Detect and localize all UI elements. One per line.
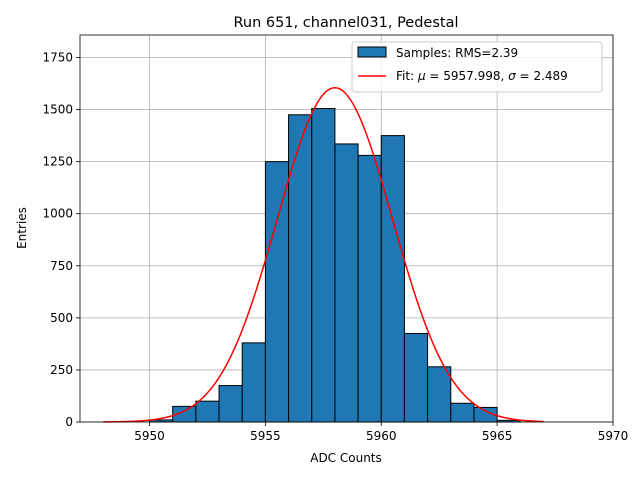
histogram-bars [149, 108, 521, 423]
x-tick-label: 5955 [250, 429, 281, 443]
histogram-bar [264, 161, 290, 423]
y-axis-label: Entries [15, 207, 29, 249]
y-tick-label: 250 [50, 363, 73, 377]
histogram-bar [311, 108, 336, 423]
legend-samples-label: Samples: RMS=2.39 [396, 46, 518, 60]
y-tick-label: 1500 [42, 103, 73, 117]
axes-frame [79, 34, 614, 423]
legend: Samples: RMS=2.39 Fit: μ = 5957.998, σ =… [351, 41, 603, 93]
histogram-bar [380, 135, 405, 423]
histogram-bar [334, 143, 359, 423]
y-tick-label: 750 [50, 259, 73, 273]
histogram-bar [357, 154, 382, 423]
histogram-bar [403, 332, 429, 423]
legend-fit-label: Fit: μ = 5957.998, σ = 2.489 [396, 69, 568, 83]
x-axis-ticks: 5950 5955 5960 5965 5970 [134, 422, 628, 443]
y-tick-label: 1000 [42, 207, 73, 221]
y-axis-ticks: 0 250 500 750 1000 1250 1500 1750 [42, 50, 80, 429]
y-tick-label: 500 [50, 311, 73, 325]
x-tick-label: 5950 [134, 429, 165, 443]
histogram-bar [218, 385, 243, 423]
y-tick-label: 1250 [42, 155, 73, 169]
x-axis-label: ADC Counts [310, 451, 382, 465]
chart-title: Run 651, channel031, Pedestal [233, 15, 458, 31]
x-tick-label: 5965 [482, 429, 513, 443]
histogram-bar [195, 400, 220, 423]
histogram-bar [288, 114, 313, 423]
histogram-bar [427, 366, 452, 423]
legend-box [351, 41, 603, 93]
x-tick-label: 5960 [366, 429, 397, 443]
y-tick-label: 1750 [42, 50, 73, 64]
histogram-bar [450, 402, 475, 423]
fit-curve [103, 86, 544, 423]
legend-samples-swatch [357, 46, 387, 58]
x-tick-label: 5970 [598, 429, 629, 443]
histogram-bar [241, 342, 266, 423]
y-tick-label: 0 [65, 415, 73, 429]
